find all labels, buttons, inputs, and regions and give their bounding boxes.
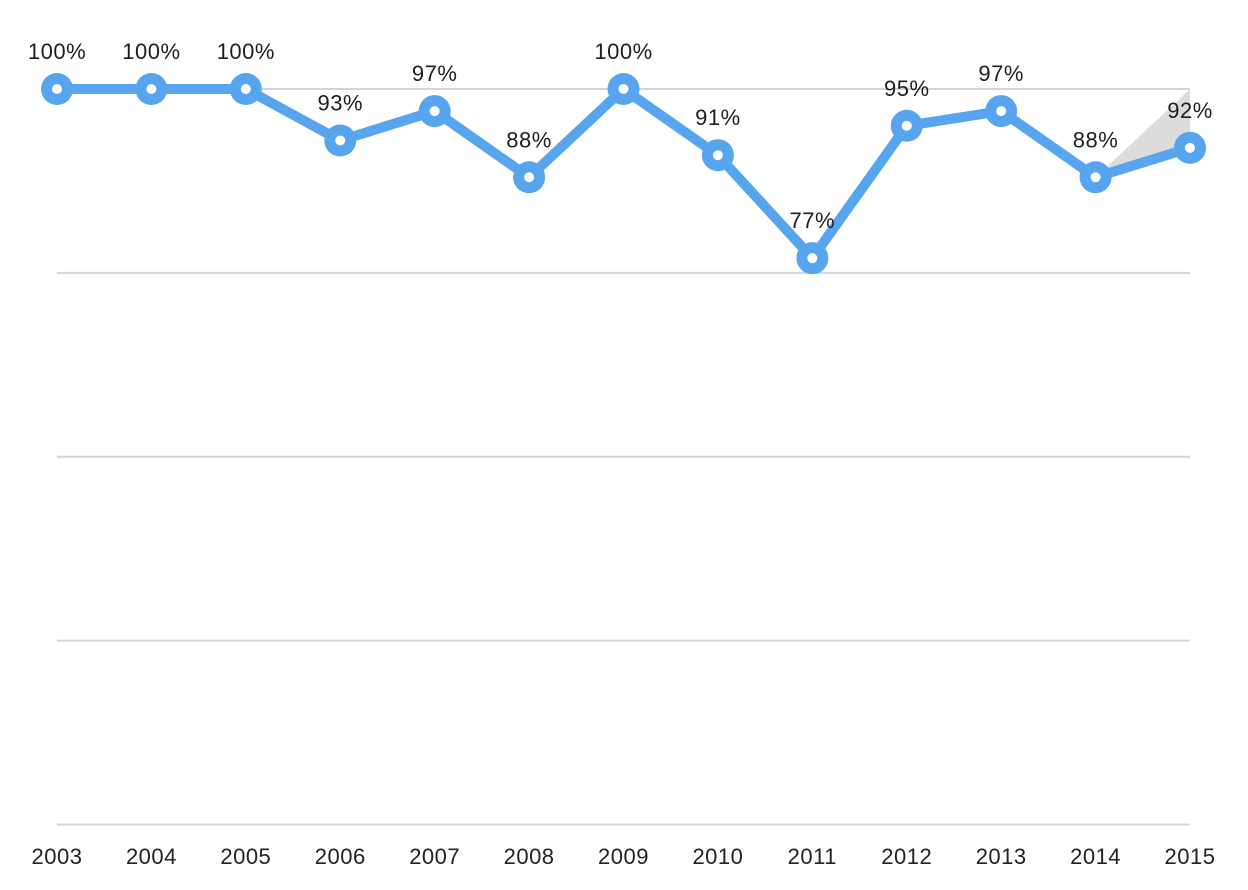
x-axis-label: 2014 bbox=[1070, 844, 1121, 869]
x-axis-label: 2015 bbox=[1165, 844, 1216, 869]
x-axis-label: 2007 bbox=[409, 844, 460, 869]
data-point-marker-hole bbox=[1185, 142, 1195, 153]
data-label: 88% bbox=[1073, 127, 1119, 152]
data-label: 77% bbox=[790, 208, 836, 233]
data-point-marker-hole bbox=[240, 84, 251, 94]
data-point-marker-hole bbox=[429, 106, 440, 117]
x-axis-label: 2012 bbox=[881, 844, 932, 869]
data-label: 100% bbox=[594, 39, 652, 64]
data-label: 97% bbox=[978, 61, 1024, 86]
x-axis-label: 2006 bbox=[315, 844, 366, 869]
x-axis-label: 2004 bbox=[126, 844, 177, 869]
data-point-marker-hole bbox=[524, 172, 535, 183]
data-label: 91% bbox=[695, 105, 741, 130]
data-point-marker-hole bbox=[618, 84, 629, 94]
data-label: 100% bbox=[122, 39, 180, 64]
data-label: 100% bbox=[28, 39, 86, 64]
data-label: 92% bbox=[1167, 98, 1213, 123]
series-line bbox=[52, 84, 1195, 264]
data-point-marker-hole bbox=[146, 84, 157, 94]
data-label: 93% bbox=[317, 90, 363, 115]
data-label: 95% bbox=[884, 76, 930, 101]
x-axis-label: 2005 bbox=[220, 844, 271, 869]
data-point-marker-hole bbox=[335, 135, 346, 146]
x-axis-label: 2008 bbox=[504, 844, 555, 869]
data-label: 97% bbox=[412, 61, 458, 86]
x-axis-label: 2013 bbox=[976, 844, 1027, 869]
x-axis-label: 2003 bbox=[32, 844, 83, 869]
data-point-marker-hole bbox=[901, 120, 912, 131]
data-label: 100% bbox=[217, 39, 275, 64]
data-point-marker-hole bbox=[996, 106, 1007, 117]
data-point-marker-hole bbox=[1090, 172, 1101, 183]
data-label: 88% bbox=[506, 127, 552, 152]
data-point-marker-hole bbox=[712, 150, 723, 161]
x-axis-label: 2009 bbox=[598, 844, 649, 869]
data-point-marker-hole bbox=[807, 253, 818, 264]
x-axis-label: 2011 bbox=[788, 844, 837, 869]
x-axis-label: 2010 bbox=[692, 844, 743, 869]
data-point-marker-hole bbox=[52, 84, 62, 94]
shaded-triangle-annotation bbox=[1095, 89, 1190, 178]
